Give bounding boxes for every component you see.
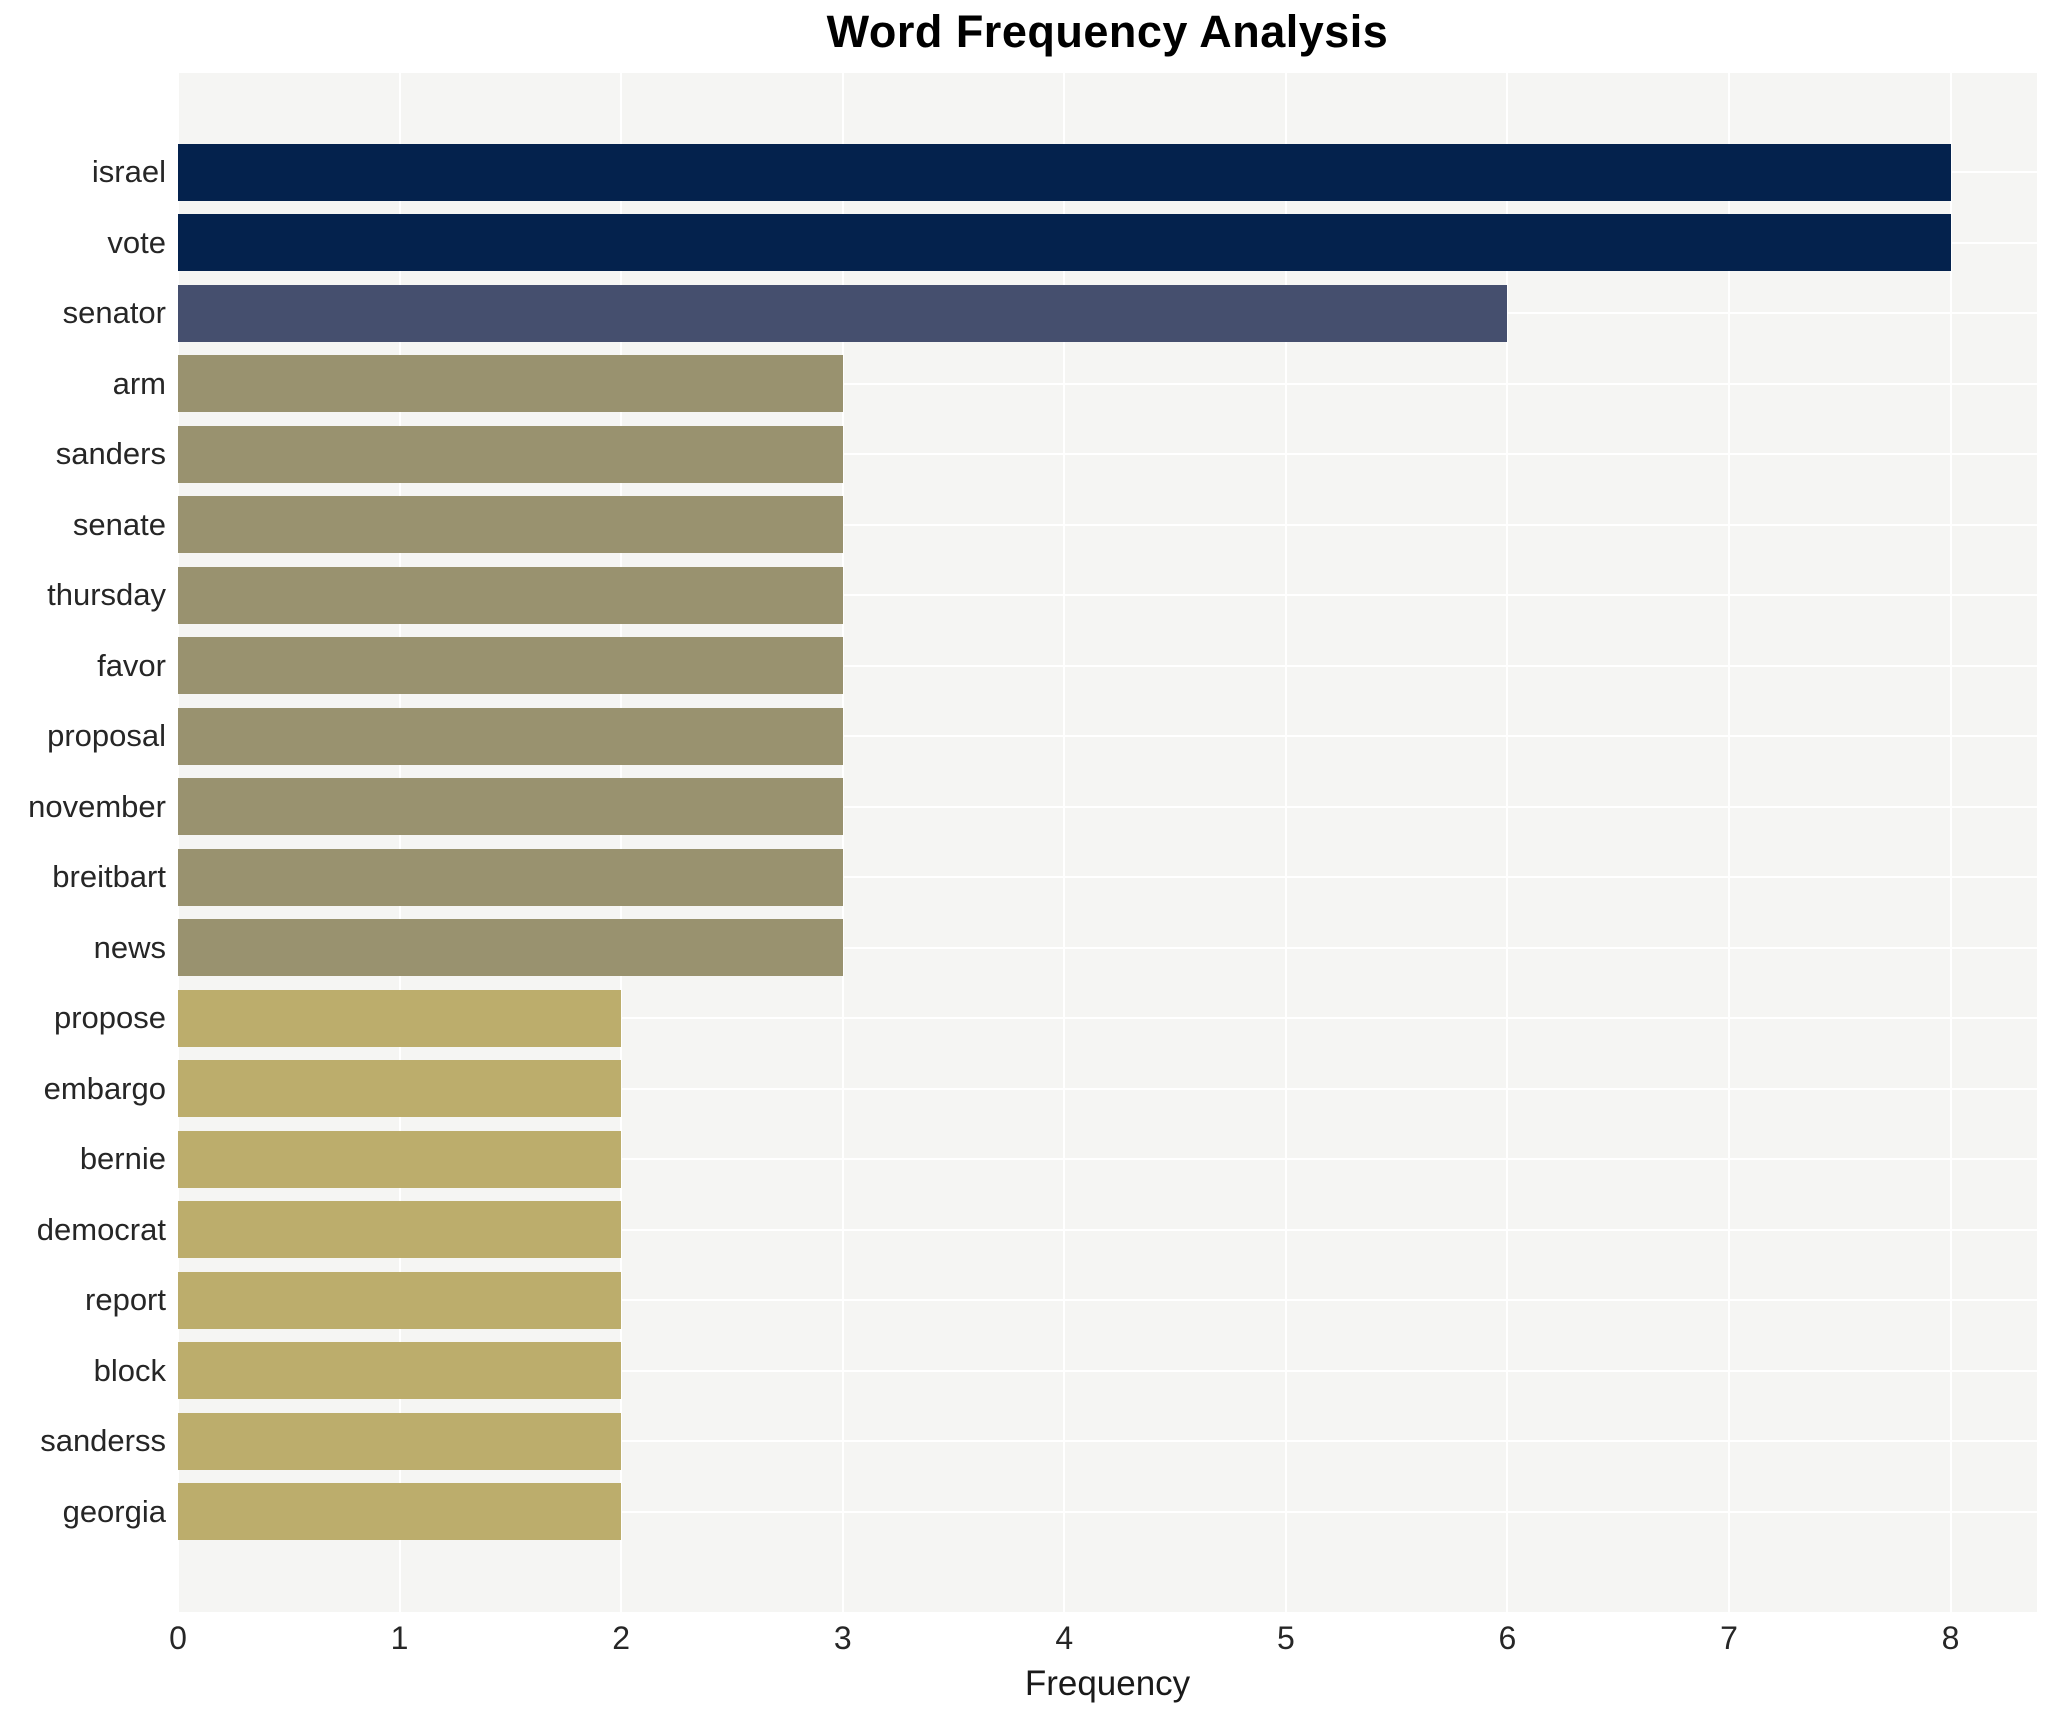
y-label-proposal: proposal: [47, 718, 166, 754]
bar-november: [178, 778, 843, 836]
bar-bernie: [178, 1130, 622, 1188]
x-tick-0: 0: [169, 1620, 187, 1656]
gridline-x-7: [1728, 73, 1730, 1612]
bar-embargo: [178, 1060, 622, 1118]
gridline-y-sanderss: [178, 1440, 2037, 1443]
bar-favor: [178, 637, 843, 695]
bar-thursday: [178, 566, 843, 624]
gridline-y-november: [178, 805, 2037, 808]
gridline-y-embargo: [178, 1087, 2037, 1090]
gridline-x-4: [1063, 73, 1066, 1612]
bar-sanders: [178, 425, 843, 483]
y-label-sanders: sanders: [55, 436, 166, 472]
gridline-y-senate: [178, 523, 2037, 526]
x-tick-6: 6: [1498, 1620, 1517, 1656]
gridline-y-breitbart: [178, 876, 2037, 879]
y-label-senate: senate: [72, 506, 166, 542]
y-label-favor: favor: [97, 647, 166, 683]
gridline-y-arm: [178, 382, 2037, 385]
plot-area: [177, 73, 2037, 1612]
x-axis-title: Frequency: [1024, 1664, 1191, 1703]
x-tick-8: 8: [1941, 1620, 1960, 1656]
x-tick-3: 3: [833, 1620, 852, 1656]
y-label-georgia: georgia: [62, 1493, 166, 1529]
gridline-y-propose: [178, 1017, 2037, 1020]
bar-vote: [178, 214, 1951, 272]
y-label-democrat: democrat: [36, 1211, 166, 1247]
gridline-y-proposal: [178, 735, 2037, 738]
gridline-x-2: [620, 73, 623, 1612]
gridline-y-news: [178, 946, 2037, 949]
bar-arm: [178, 355, 843, 413]
y-label-senator: senator: [62, 295, 166, 331]
bar-democrat: [178, 1201, 622, 1259]
chart-title: Word Frequency Analysis: [826, 6, 1389, 57]
y-label-embargo: embargo: [43, 1070, 166, 1106]
gridline-x-8: [1949, 73, 1952, 1612]
gridline-y-democrat: [178, 1228, 2037, 1231]
gridline-y-bernie: [178, 1158, 2037, 1161]
y-label-arm: arm: [112, 365, 166, 401]
gridline-y-sanders: [178, 453, 2037, 456]
gridline-y-report: [178, 1299, 2037, 1302]
bar-proposal: [178, 707, 843, 765]
bar-senator: [178, 284, 1508, 342]
bar-breitbart: [178, 848, 843, 906]
y-label-thursday: thursday: [47, 577, 166, 613]
gridline-x-3: [841, 73, 844, 1612]
y-label-israel: israel: [91, 154, 166, 190]
x-tick-5: 5: [1276, 1620, 1295, 1656]
gridline-y-georgia: [178, 1510, 2037, 1513]
bar-propose: [178, 989, 622, 1047]
y-label-report: report: [85, 1282, 166, 1318]
y-label-sanderss: sanderss: [40, 1423, 166, 1459]
gridline-y-favor: [178, 664, 2037, 667]
x-tick-7: 7: [1720, 1620, 1738, 1656]
gridline-y-block: [178, 1369, 2037, 1372]
gridline-x-6: [1506, 73, 1509, 1612]
y-label-bernie: bernie: [79, 1141, 166, 1177]
y-label-block: block: [93, 1352, 166, 1388]
y-label-breitbart: breitbart: [52, 859, 166, 895]
bar-sanderss: [178, 1412, 622, 1470]
bar-israel: [178, 143, 1951, 201]
x-tick-1: 1: [390, 1620, 409, 1656]
x-tick-4: 4: [1055, 1620, 1074, 1656]
gridline-x-5: [1284, 73, 1287, 1612]
y-label-propose: propose: [53, 1000, 166, 1036]
bar-georgia: [178, 1483, 622, 1541]
bar-news: [178, 919, 843, 977]
gridline-x-1: [398, 73, 401, 1612]
y-label-news: news: [93, 929, 166, 965]
bar-senate: [178, 496, 843, 554]
x-tick-2: 2: [612, 1620, 631, 1656]
bar-report: [178, 1271, 622, 1329]
bar-block: [178, 1342, 622, 1400]
y-label-november: november: [28, 788, 166, 824]
gridline-y-thursday: [178, 594, 2037, 597]
gridline-x-0: [177, 73, 179, 1612]
y-label-vote: vote: [107, 224, 166, 260]
